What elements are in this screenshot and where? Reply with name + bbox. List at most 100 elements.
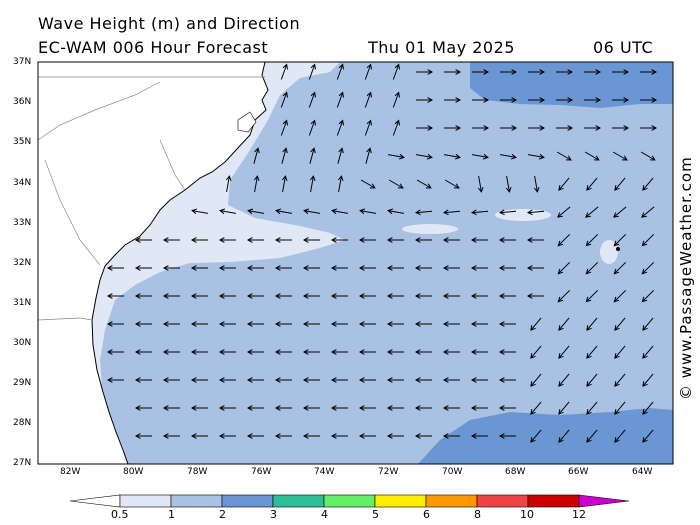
colorbar-segment — [323, 494, 376, 508]
wave-direction-arrow — [414, 321, 432, 327]
map-frame — [37, 61, 674, 465]
wave-direction-arrow — [442, 405, 460, 411]
wave-direction-arrow — [642, 345, 654, 359]
wave-direction-arrow — [302, 405, 320, 411]
wave-direction-arrow — [470, 405, 488, 411]
wave-direction-arrow — [274, 349, 292, 355]
wave-direction-arrow — [190, 293, 208, 299]
wave-direction-arrow — [386, 405, 404, 411]
wave-direction-arrow — [530, 429, 542, 443]
wave-direction-arrow — [302, 321, 320, 327]
wave-direction-arrow — [336, 119, 344, 136]
wave-direction-arrow — [280, 63, 288, 80]
wave-direction-arrow — [274, 405, 292, 411]
wave-direction-arrow — [585, 233, 599, 247]
wave-direction-arrow — [640, 125, 658, 131]
wave-direction-arrow — [364, 63, 372, 80]
wave-direction-arrow — [533, 176, 540, 193]
wave-direction-arrow — [416, 179, 432, 189]
wave-direction-arrow — [274, 265, 292, 271]
colorbar — [69, 494, 630, 508]
lon-label: 76W — [251, 467, 272, 477]
colorbar-segment — [425, 494, 478, 508]
wave-direction-arrow — [442, 265, 460, 271]
wave-direction-arrow — [218, 265, 236, 271]
wave-direction-arrow — [358, 321, 376, 327]
wave-direction-arrow — [386, 321, 404, 327]
wave-direction-arrow — [500, 97, 518, 103]
wave-direction-arrow — [444, 125, 462, 131]
wave-direction-arrow — [472, 125, 490, 131]
colorbar-label: 3 — [270, 508, 277, 521]
wave-direction-arrow — [303, 208, 320, 215]
wave-direction-arrow — [275, 208, 292, 215]
colorbar-segment — [476, 494, 529, 508]
wave-direction-arrow — [640, 151, 656, 161]
wave-direction-arrow — [558, 345, 570, 359]
wave-direction-arrow — [472, 69, 490, 75]
wave-direction-arrow — [358, 265, 376, 271]
colorbar-label: 5 — [372, 508, 379, 521]
colorbar-segment — [119, 494, 172, 508]
colorbar-segment — [374, 494, 427, 508]
wave-direction-arrow — [330, 265, 348, 271]
wave-direction-arrow — [302, 349, 320, 355]
wave-direction-arrow — [330, 349, 348, 355]
wave-direction-arrow — [219, 208, 236, 215]
wave-direction-arrow — [584, 69, 602, 75]
wave-direction-arrow — [388, 153, 405, 160]
wave-direction-arrow — [134, 433, 152, 439]
wave-direction-arrow — [470, 237, 488, 243]
wave-direction-arrow — [557, 261, 571, 275]
wave-zone-2-3m-southeast — [418, 408, 673, 464]
wave-direction-arrow — [190, 433, 208, 439]
wave-direction-arrow — [218, 405, 236, 411]
colorbar-max-arrow — [578, 494, 630, 508]
wave-direction-arrow — [470, 209, 489, 216]
wave-direction-arrow — [498, 433, 516, 439]
lon-label: 78W — [187, 467, 208, 477]
wave-direction-arrow — [613, 261, 627, 275]
wave-direction-arrow — [642, 317, 654, 331]
wave-direction-arrow — [359, 208, 376, 215]
wave-direction-arrow — [414, 237, 432, 243]
wave-direction-arrow — [557, 206, 571, 218]
wave-direction-arrow — [444, 69, 462, 75]
wave-direction-arrow — [614, 317, 626, 331]
wave-direction-arrow — [358, 377, 376, 383]
colorbar-segment — [272, 494, 325, 508]
wave-direction-arrow — [558, 373, 570, 387]
wave-direction-arrow — [528, 153, 545, 160]
wave-direction-arrow — [477, 176, 484, 193]
wave-direction-arrow — [190, 349, 208, 355]
colorbar-segment — [527, 494, 580, 508]
wave-direction-arrow — [190, 237, 208, 243]
wave-direction-arrow — [330, 293, 348, 299]
wave-direction-arrow — [612, 125, 630, 131]
wave-direction-arrow — [218, 293, 236, 299]
wave-direction-arrow — [556, 151, 572, 161]
wave-direction-arrow — [246, 433, 264, 439]
wave-direction-arrow — [386, 237, 404, 243]
lat-label: 31N — [13, 298, 32, 308]
wave-direction-arrow — [416, 153, 433, 160]
wave-direction-arrow — [134, 349, 152, 355]
wave-direction-arrow — [281, 175, 288, 192]
wave-direction-arrow — [444, 153, 461, 160]
wave-direction-arrow — [364, 91, 372, 108]
wave-direction-arrow — [641, 261, 655, 275]
wave-direction-arrow — [162, 265, 180, 271]
wave-direction-arrow — [558, 401, 570, 415]
wave-direction-arrow — [364, 119, 372, 136]
wave-direction-arrow — [302, 433, 320, 439]
wave-direction-arrow — [218, 433, 236, 439]
colorbar-label: 4 — [321, 508, 328, 521]
lat-label: 36N — [13, 97, 32, 107]
wave-direction-arrow — [614, 429, 626, 443]
wave-direction-arrow — [358, 293, 376, 299]
state-border — [38, 76, 265, 321]
wave-direction-arrow — [613, 206, 627, 218]
lat-label: 34N — [13, 178, 32, 188]
wave-direction-arrow — [134, 405, 152, 411]
